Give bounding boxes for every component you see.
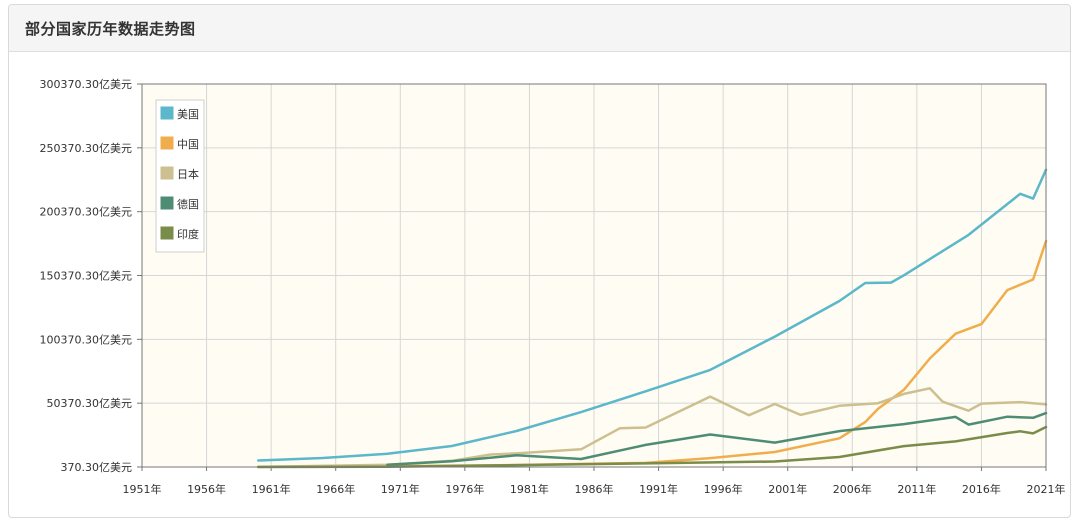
y-tick-label: 100370.30亿美元 <box>40 333 133 346</box>
grid <box>142 84 1046 467</box>
panel-header: 部分国家历年数据走势图 <box>9 5 1070 52</box>
x-tick-label: 1956年 <box>187 482 226 496</box>
x-tick-label: 2016年 <box>962 482 1001 496</box>
legend-label: 印度 <box>177 227 199 241</box>
series-group <box>256 168 1048 469</box>
x-tick-label: 1966年 <box>316 482 355 496</box>
legend-swatch <box>159 135 175 151</box>
y-tick-label: 50370.30亿美元 <box>47 397 133 410</box>
y-axis: 370.30亿美元 50370.30亿美元 100370.30亿美元 150370.3… <box>40 78 142 474</box>
series-line-3 <box>386 411 1048 466</box>
legend-label: 德国 <box>177 197 199 211</box>
legend-label: 美国 <box>177 108 199 121</box>
y-tick-label: 200370.30亿美元 <box>40 206 133 219</box>
legend-label: 日本 <box>177 167 199 181</box>
x-tick-label: 2006年 <box>833 482 872 496</box>
legend-swatch <box>159 195 175 211</box>
x-axis: 1951年 1956年 1961年 1966年 1971年 1976年 1981年 1986年… <box>123 467 1066 496</box>
x-tick-label: 1971年 <box>381 482 420 496</box>
x-tick-label: 1991年 <box>639 482 678 496</box>
x-tick-label: 2011年 <box>897 482 936 496</box>
series-line-0 <box>256 168 1048 462</box>
y-tick-label: 370.30亿美元 <box>61 461 133 474</box>
y-tick-label: 300370.30亿美元 <box>40 78 133 91</box>
y-tick-label: 250370.30亿美元 <box>40 142 133 155</box>
x-tick-label: 1981年 <box>510 482 549 496</box>
legend-swatch <box>159 165 175 181</box>
plot-border <box>141 83 1047 468</box>
x-tick-label: 1996年 <box>704 482 743 496</box>
series-line-2 <box>256 387 1048 469</box>
series-line-4 <box>256 425 1048 469</box>
x-tick-label: 1986年 <box>575 482 614 496</box>
x-tick-label: 1961年 <box>252 482 291 496</box>
x-tick-label: 1976年 <box>445 482 484 496</box>
legend-swatch <box>159 225 175 241</box>
y-tick-label: 150370.30亿美元 <box>40 270 133 283</box>
x-tick-label: 1951年 <box>123 482 162 496</box>
x-tick-label: 2001年 <box>768 482 807 496</box>
legend-swatch <box>159 105 175 121</box>
x-tick-label: 2021年 <box>1027 482 1066 496</box>
panel-title: 部分国家历年数据走势图 <box>25 20 196 38</box>
legend-label: 中国 <box>177 138 199 151</box>
